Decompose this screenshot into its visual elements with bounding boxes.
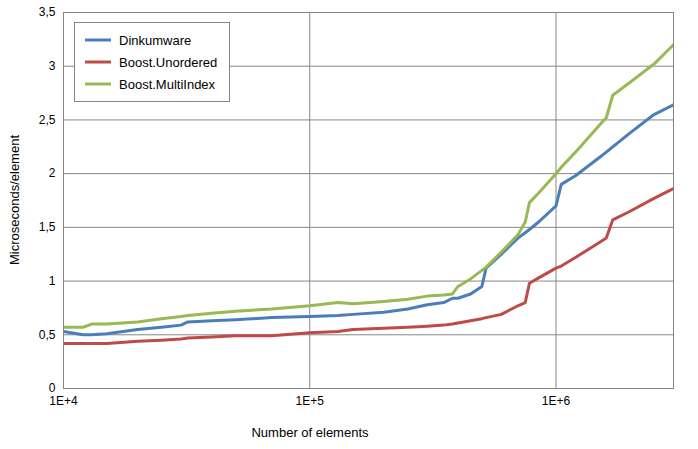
- svg-text:3,5: 3,5: [39, 5, 56, 19]
- html-text:Boost.MultiIndex: Boost.MultiIndex: [119, 76, 216, 92]
- html-text:Microseconds/element: Microseconds/element: [6, 135, 22, 265]
- svg-text:0: 0: [49, 381, 56, 395]
- html-text:Dinkumware: Dinkumware: [119, 32, 192, 48]
- svg-text:1E+5: 1E+5: [296, 394, 325, 408]
- svg-text:1E+6: 1E+6: [542, 394, 571, 408]
- svg-text:1,5: 1,5: [39, 220, 56, 234]
- svg-text:0,5: 0,5: [39, 328, 56, 342]
- svg-text:2: 2: [49, 166, 56, 180]
- svg-text:1E+4: 1E+4: [49, 394, 78, 408]
- html-text:Boost.Unordered: Boost.Unordered: [119, 54, 218, 70]
- svg-text:1: 1: [49, 274, 56, 288]
- svg-text:2,5: 2,5: [39, 113, 56, 127]
- html-text:Number of elements: Number of elements: [251, 425, 369, 440]
- svg-text:3: 3: [49, 59, 56, 73]
